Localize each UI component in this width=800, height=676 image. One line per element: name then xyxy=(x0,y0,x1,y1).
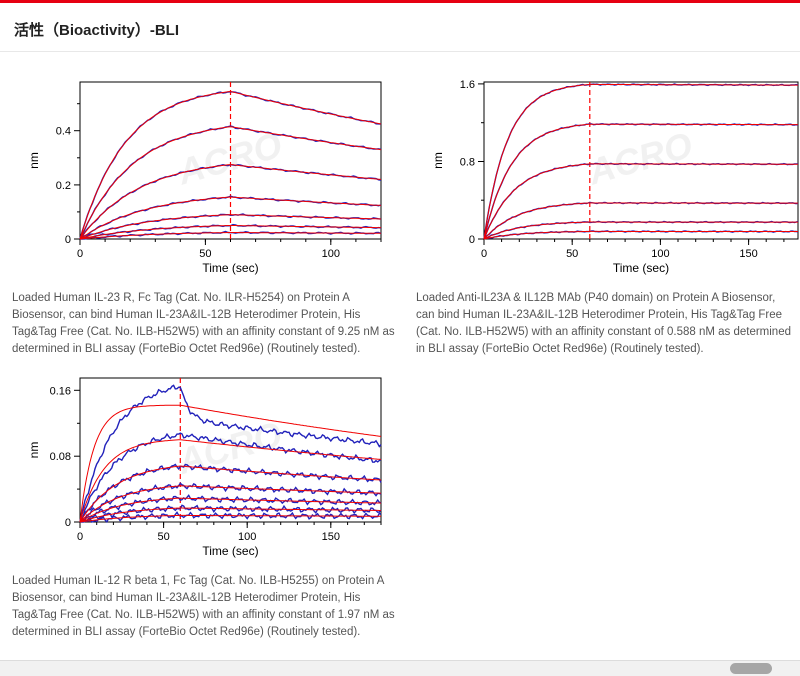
svg-text:100: 100 xyxy=(238,531,256,543)
svg-text:0: 0 xyxy=(65,517,71,529)
svg-text:0.4: 0.4 xyxy=(56,126,71,138)
svg-text:50: 50 xyxy=(157,531,169,543)
figure-caption-3: Loaded Human IL-12 R beta 1, Fc Tag (Cat… xyxy=(12,575,395,639)
scrollbar-thumb[interactable] xyxy=(730,663,772,674)
svg-text:nm: nm xyxy=(28,442,41,459)
svg-text:Time (sec): Time (sec) xyxy=(202,544,258,558)
svg-text:0: 0 xyxy=(481,248,487,260)
svg-text:0.08: 0.08 xyxy=(50,451,71,463)
top-accent-bar xyxy=(0,0,800,3)
svg-text:nm: nm xyxy=(432,152,445,169)
bli-sensorgram-chart-2: ACRO 0 50 100 150 0 0.8 1.6 Time (sec) nm xyxy=(432,72,800,277)
figures-grid: ACRO 0 50 100 0 0.2 0.4 Time (sec) nm Loaded Hum… xyxy=(0,52,800,641)
svg-text:0: 0 xyxy=(77,248,83,260)
svg-text:50: 50 xyxy=(199,248,211,260)
svg-text:1.6: 1.6 xyxy=(460,79,475,91)
figure-bli-1: ACRO 0 50 100 0 0.2 0.4 Time (sec) nm Loaded Hum… xyxy=(12,72,410,358)
figure-bli-2: ACRO 0 50 100 150 0 0.8 1.6 Time (sec) nm Loaded … xyxy=(416,72,800,358)
svg-text:0.2: 0.2 xyxy=(56,180,71,192)
svg-text:Time (sec): Time (sec) xyxy=(202,261,258,275)
svg-text:50: 50 xyxy=(566,248,578,260)
section-divider xyxy=(0,51,800,52)
svg-text:0: 0 xyxy=(65,234,71,246)
svg-text:0: 0 xyxy=(469,234,475,246)
svg-text:nm: nm xyxy=(28,152,41,169)
bli-sensorgram-chart-3: ACRO 0 50 100 150 0 0.08 0.16 Time (sec) nm xyxy=(28,368,410,560)
svg-text:0: 0 xyxy=(77,531,83,543)
figure-bli-3: ACRO 0 50 100 150 0 0.08 0.16 Time (sec) nm Loade… xyxy=(12,368,410,641)
figure-caption-1: Loaded Human IL-23 R, Fc Tag (Cat. No. I… xyxy=(12,292,395,356)
bli-sensorgram-chart-1: ACRO 0 50 100 0 0.2 0.4 Time (sec) nm xyxy=(28,72,410,277)
section-title: 活性（Bioactivity）-BLI xyxy=(14,22,180,39)
svg-text:150: 150 xyxy=(739,248,757,260)
svg-text:0.8: 0.8 xyxy=(460,157,475,169)
horizontal-scrollbar[interactable] xyxy=(0,660,800,676)
figure-caption-2: Loaded Anti-IL23A & IL12B MAb (P40 domai… xyxy=(416,292,791,356)
svg-text:Time (sec): Time (sec) xyxy=(613,261,669,275)
svg-text:150: 150 xyxy=(322,531,340,543)
svg-text:100: 100 xyxy=(322,248,340,260)
svg-text:0.16: 0.16 xyxy=(50,385,71,397)
svg-text:100: 100 xyxy=(651,248,669,260)
